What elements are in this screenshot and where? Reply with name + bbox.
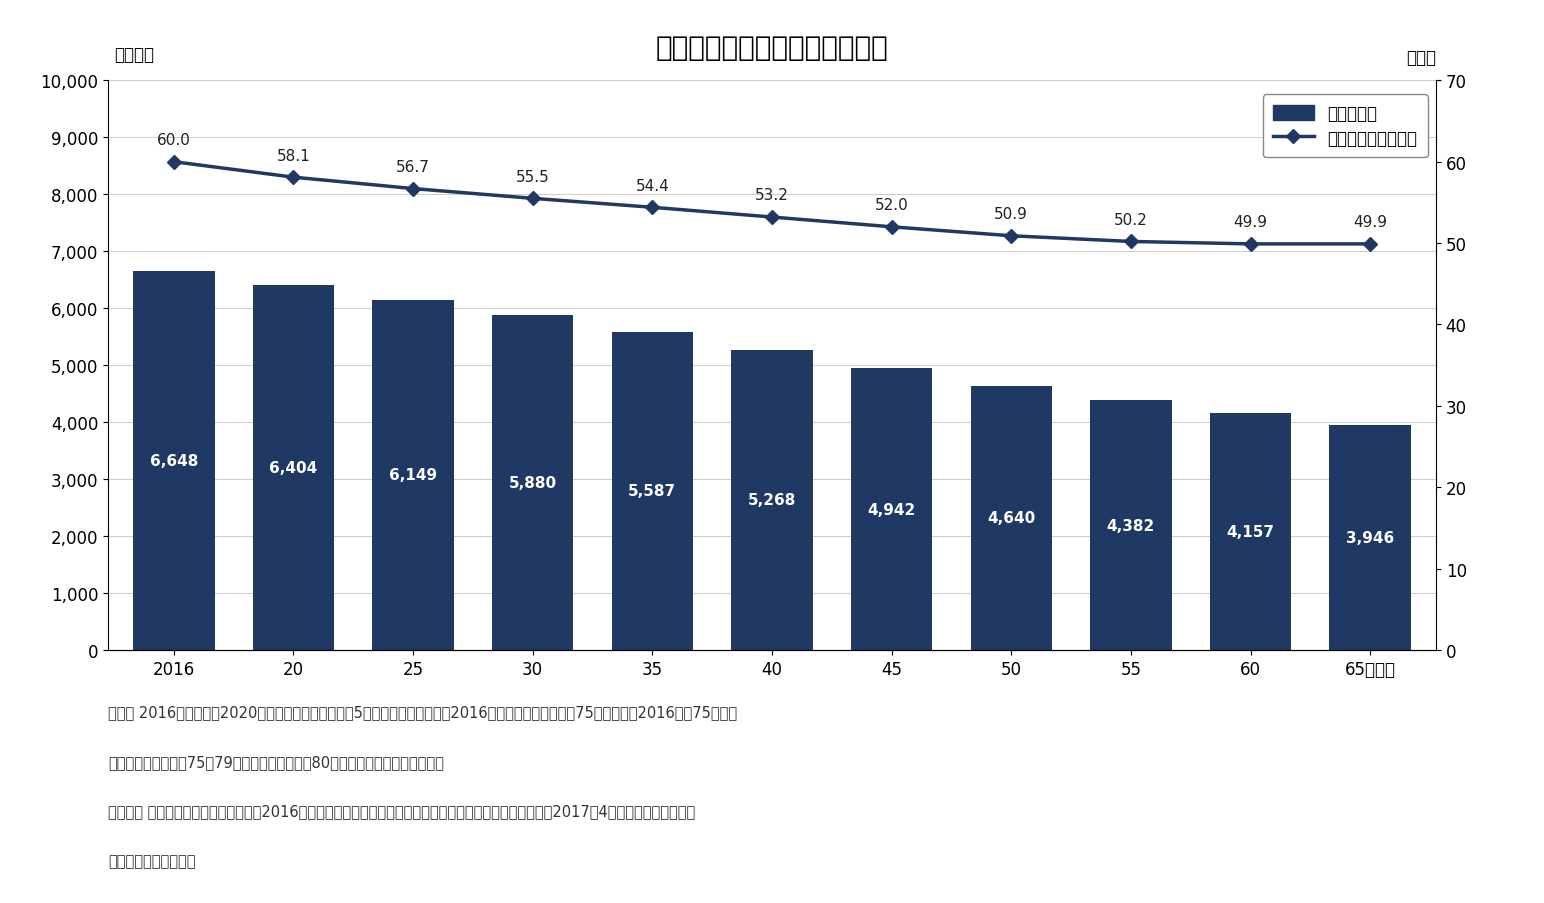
Text: 5,587: 5,587 xyxy=(628,484,676,498)
Text: 49.9: 49.9 xyxy=(1234,215,1268,230)
Bar xyxy=(372,301,454,650)
Text: 総合研究所作成: 総合研究所作成 xyxy=(108,853,196,869)
Text: 58.1: 58.1 xyxy=(276,148,310,163)
Text: （注） 2016年は実績。2020年以降は、男女別、年陰5歳階級別の労働力率を2016年と同じとして算出（75歳以上は、2016年の75歳以上: （注） 2016年は実績。2020年以降は、男女別、年陰5歳階級別の労働力率を2… xyxy=(108,704,736,720)
Bar xyxy=(1090,401,1172,650)
Bar xyxy=(851,369,933,650)
Bar xyxy=(1329,425,1411,650)
Bar xyxy=(133,272,215,650)
Bar xyxy=(732,350,812,650)
Text: 6,149: 6,149 xyxy=(389,468,437,483)
Text: 56.7: 56.7 xyxy=(397,160,431,175)
Text: の労働力率の75～79歳の労働力率とし、80歳以上はゼロとして算出）。: の労働力率の75～79歳の労働力率とし、80歳以上はゼロとして算出）。 xyxy=(108,754,445,769)
Text: 4,640: 4,640 xyxy=(987,511,1036,526)
Bar xyxy=(1210,414,1291,650)
Bar xyxy=(493,316,573,650)
Text: 6,404: 6,404 xyxy=(269,461,318,476)
Legend: 労働力人口, 労働力率（右目盛）: 労働力人口, 労働力率（右目盛） xyxy=(1263,96,1428,158)
Text: 5,880: 5,880 xyxy=(508,475,557,490)
Text: 6,648: 6,648 xyxy=(150,453,198,469)
Text: 4,942: 4,942 xyxy=(868,502,916,517)
Text: 5,268: 5,268 xyxy=(747,493,797,507)
Bar xyxy=(253,286,334,650)
Text: 60.0: 60.0 xyxy=(157,133,191,148)
Text: 4,382: 4,382 xyxy=(1107,518,1155,533)
Text: 49.9: 49.9 xyxy=(1353,215,1387,230)
Bar xyxy=(611,332,693,650)
Text: （％）: （％） xyxy=(1407,49,1436,67)
Text: 3,946: 3,946 xyxy=(1346,530,1394,545)
Text: 4,157: 4,157 xyxy=(1226,525,1274,539)
Text: （資料） 総務省「労働力調査年報」（2016年）、国立社会保障・人口問題研究所「日本の将来推計人口」（2017年4月推計）より、みずほ: （資料） 総務省「労働力調査年報」（2016年）、国立社会保障・人口問題研究所「… xyxy=(108,804,695,819)
Text: （万人）: （万人） xyxy=(114,46,154,64)
Text: 53.2: 53.2 xyxy=(755,188,789,203)
Text: 50.9: 50.9 xyxy=(994,207,1028,222)
Text: 54.4: 54.4 xyxy=(636,179,669,193)
Bar xyxy=(971,386,1051,650)
Text: 55.5: 55.5 xyxy=(516,170,550,184)
Title: 労働力人口と労働力率の見通し: 労働力人口と労働力率の見通し xyxy=(656,34,888,62)
Text: 52.0: 52.0 xyxy=(875,198,908,213)
Text: 50.2: 50.2 xyxy=(1115,212,1147,228)
